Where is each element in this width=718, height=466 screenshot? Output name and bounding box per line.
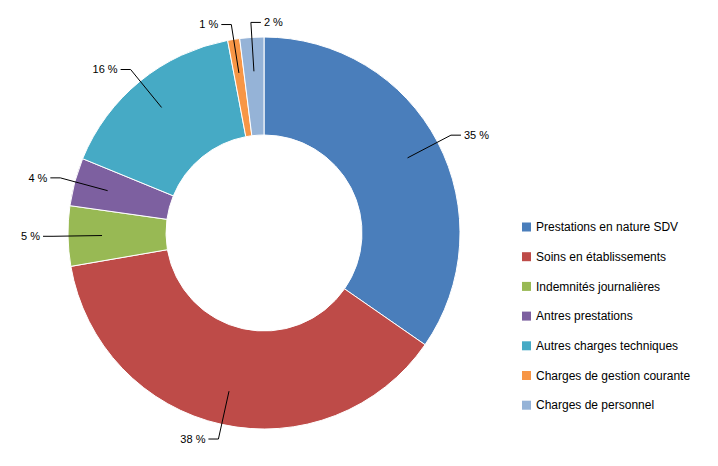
leader-line: [221, 25, 239, 73]
legend-label: Charges de personnel: [536, 398, 654, 412]
data-label: 16 %: [93, 63, 118, 75]
legend-label: Prestations en nature SDV: [536, 220, 678, 234]
legend-swatch: [522, 401, 531, 410]
data-label: 38 %: [180, 433, 205, 445]
slice: [83, 40, 246, 195]
leader-line: [408, 135, 461, 158]
data-label: 2 %: [264, 16, 283, 28]
data-label: 5 %: [21, 230, 40, 242]
legend-label: Autres charges techniques: [536, 339, 678, 353]
legend-swatch: [522, 282, 531, 291]
legend-label: Indemnités journalières: [536, 280, 660, 294]
slice: [71, 250, 425, 429]
legend: Prestations en nature SDV Soins en établi…: [522, 220, 690, 412]
data-label: 4 %: [28, 172, 47, 184]
plot: [68, 37, 460, 429]
legend-label: Soins en établissements: [536, 250, 666, 264]
chart: 35 % 38 % 5 % 4 % 16 % 1 % 2 % Prestations en n…: [0, 0, 718, 466]
data-label: 35 %: [464, 129, 489, 141]
slice: [240, 37, 264, 136]
slice: [264, 37, 460, 345]
data-labels: 35 % 38 % 5 % 4 % 16 % 1 % 2 %: [21, 16, 489, 445]
legend-swatch: [522, 371, 531, 380]
legend-swatch: [522, 312, 531, 321]
legend-swatch: [522, 341, 531, 350]
data-label: 1 %: [199, 18, 218, 30]
leader-line: [121, 70, 162, 108]
legend-label: Antres prestations: [536, 309, 633, 323]
legend-swatch: [522, 252, 531, 261]
legend-swatch: [522, 223, 531, 232]
legend-label: Charges de gestion courante: [536, 369, 690, 383]
leader-line: [208, 391, 229, 439]
leader-line: [43, 235, 102, 237]
leader-line: [50, 178, 107, 191]
leader-line: [251, 22, 261, 71]
